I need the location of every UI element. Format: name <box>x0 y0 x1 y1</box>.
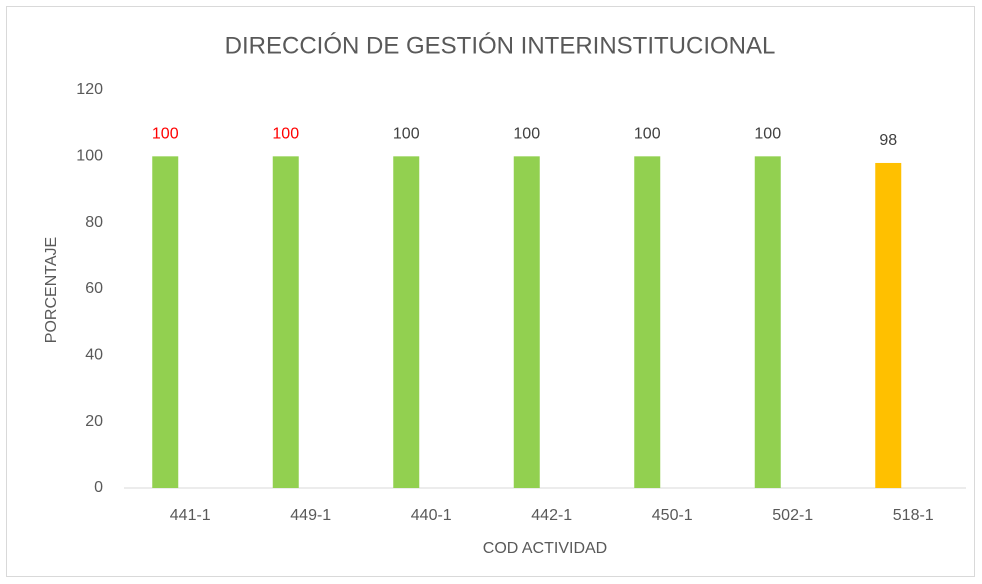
x-tick-label: 518-1 <box>893 507 934 524</box>
data-label: 100 <box>393 126 420 143</box>
data-label: 100 <box>272 126 299 143</box>
data-label: 100 <box>754 126 781 143</box>
x-tick-label: 450-1 <box>652 507 693 524</box>
data-label: 98 <box>879 132 897 149</box>
x-tick-label: 502-1 <box>772 507 813 524</box>
x-tick-label: 441-1 <box>170 507 211 524</box>
bar <box>754 156 781 489</box>
bar <box>272 156 299 489</box>
y-tick-label: 20 <box>85 413 103 430</box>
chart-border <box>6 6 975 577</box>
y-tick-label: 80 <box>85 214 103 231</box>
y-tick-label: 0 <box>94 479 103 496</box>
bar <box>634 156 661 489</box>
data-label: 100 <box>513 126 540 143</box>
y-tick-label: 120 <box>76 81 103 98</box>
x-tick-label: 449-1 <box>290 507 331 524</box>
x-tick-label: 442-1 <box>531 507 572 524</box>
y-tick-label: 100 <box>76 148 103 165</box>
y-tick-label: 40 <box>85 347 103 364</box>
chart-title: DIRECCIÓN DE GESTIÓN INTERINSTITUCIONAL <box>225 32 776 59</box>
data-label: 100 <box>152 126 179 143</box>
y-axis-label: PORCENTAJE <box>43 237 60 343</box>
bar <box>513 156 540 489</box>
bar <box>152 156 179 489</box>
x-axis-label: COD ACTIVIDAD <box>483 540 607 557</box>
x-tick-label: 440-1 <box>411 507 452 524</box>
bar <box>875 162 902 488</box>
data-label: 100 <box>634 126 661 143</box>
y-tick-label: 60 <box>85 280 103 297</box>
bar <box>393 156 420 489</box>
